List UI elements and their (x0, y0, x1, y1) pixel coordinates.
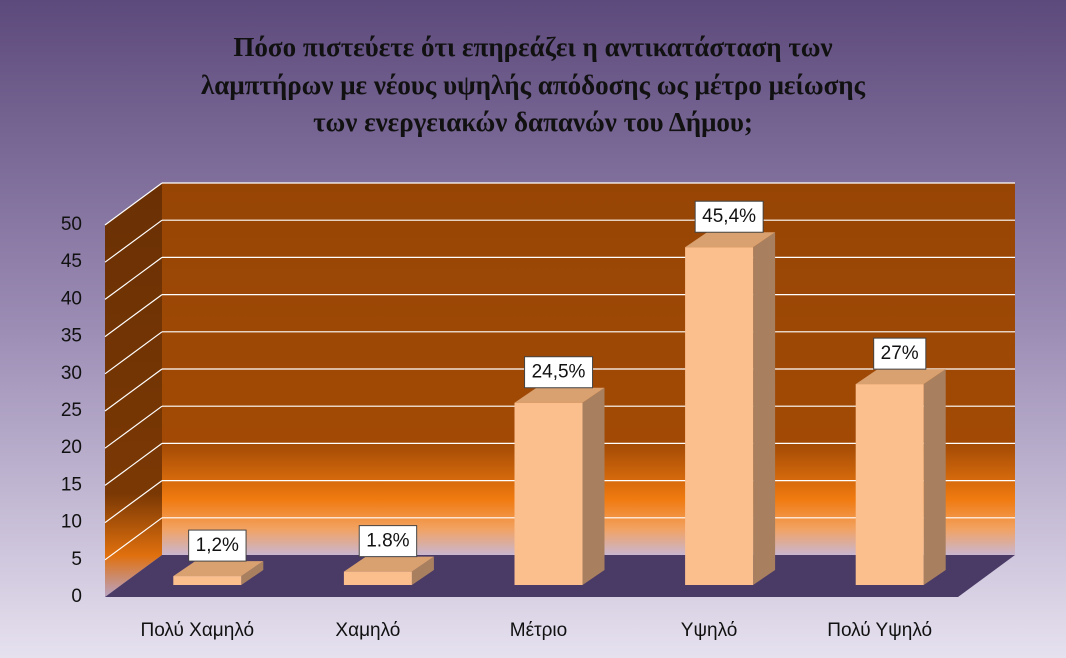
chart-title: Πόσο πιστεύετε ότι επηρεάζει η αντικατάσ… (233, 32, 832, 62)
grid-line (104, 405, 163, 449)
bar-side (582, 387, 605, 585)
data-label-box (358, 525, 418, 558)
grid-line (104, 182, 163, 226)
data-label: 27% (881, 343, 919, 364)
data-label: 1.8% (366, 531, 409, 552)
bar (685, 247, 754, 585)
grid-line (104, 331, 163, 375)
x-tick-label: Υψηλό (681, 620, 738, 641)
bar-side (411, 556, 434, 585)
data-label-box (873, 337, 927, 370)
y-tick-label: 35 (61, 326, 82, 347)
y-tick-label: 25 (61, 400, 82, 421)
bar-side (923, 369, 946, 585)
x-tick-label: Μέτριο (510, 620, 567, 641)
y-tick-label: 5 (71, 549, 82, 570)
data-label-box (524, 356, 594, 389)
grid-line (104, 368, 163, 412)
bar-top (514, 387, 605, 403)
y-tick-label: 20 (61, 437, 82, 458)
y-tick-label: 10 (61, 512, 82, 533)
bar (173, 576, 242, 585)
y-tick-label: 45 (61, 251, 82, 272)
data-label: 24,5% (532, 362, 586, 383)
bar-top (173, 561, 264, 577)
bar-side (241, 561, 264, 585)
bar-top (685, 232, 776, 248)
bar-top (343, 556, 434, 572)
data-label-box (694, 200, 764, 233)
chart-title: των ενεργειακών δαπανών του Δήμου; (313, 107, 753, 137)
y-tick-label: 15 (61, 474, 82, 495)
grid-line (104, 256, 163, 300)
bar (343, 571, 412, 585)
grid-line (104, 517, 163, 561)
y-tick-label: 40 (61, 288, 82, 309)
bar-side (753, 232, 776, 585)
x-tick-label: Χαμηλό (335, 620, 400, 641)
bar-top (855, 369, 946, 385)
grid-line (104, 480, 163, 524)
bar (855, 384, 924, 585)
y-tick-label: 0 (71, 586, 82, 607)
chart-title: λαμπτήρων με νέους υψηλής απόδοσης ως μέ… (201, 70, 866, 100)
data-label: 1,2% (196, 535, 239, 556)
data-label-box (188, 529, 247, 562)
data-label: 45,4% (702, 206, 756, 227)
bar (514, 402, 583, 585)
y-tick-label: 50 (61, 214, 82, 235)
x-tick-label: Πολύ Χαμηλό (141, 620, 255, 641)
grid-line (104, 442, 163, 486)
x-tick-label: Πολύ Υψηλό (827, 620, 932, 641)
y-tick-label: 30 (61, 363, 82, 384)
grid-line (104, 219, 163, 263)
grid-line (104, 294, 163, 338)
